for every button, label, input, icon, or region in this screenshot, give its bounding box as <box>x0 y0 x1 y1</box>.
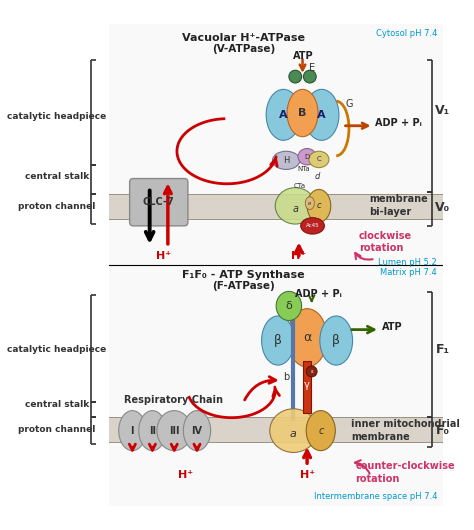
Text: A: A <box>317 110 326 120</box>
Text: F₁: F₁ <box>436 343 449 356</box>
Ellipse shape <box>270 409 317 453</box>
Text: ADP + Pᵢ: ADP + Pᵢ <box>375 118 422 128</box>
Ellipse shape <box>262 316 294 365</box>
Text: G: G <box>346 99 353 109</box>
Text: counter-clockwise
rotation: counter-clockwise rotation <box>356 461 455 484</box>
Text: II: II <box>149 426 156 436</box>
Text: Ac45: Ac45 <box>306 223 319 228</box>
Bar <box>109 265 443 506</box>
Ellipse shape <box>306 411 335 450</box>
Text: IV: IV <box>191 426 202 436</box>
Text: c: c <box>318 426 323 436</box>
Ellipse shape <box>276 292 301 321</box>
Text: ADP + Pᵢ: ADP + Pᵢ <box>295 289 341 299</box>
Text: catalytic headpiece: catalytic headpiece <box>7 345 107 354</box>
Text: e: e <box>308 201 311 206</box>
Ellipse shape <box>309 151 329 167</box>
Text: D: D <box>304 154 310 160</box>
FancyBboxPatch shape <box>129 179 188 226</box>
Text: central stalk: central stalk <box>25 400 89 409</box>
Text: ε: ε <box>310 369 313 374</box>
Ellipse shape <box>298 148 316 165</box>
Ellipse shape <box>320 316 353 365</box>
Text: CLC-7: CLC-7 <box>143 197 174 207</box>
Ellipse shape <box>287 308 327 367</box>
Text: I: I <box>131 426 134 436</box>
Bar <box>109 417 443 443</box>
Text: c: c <box>317 201 321 210</box>
Text: Respiratory Chain: Respiratory Chain <box>124 395 223 405</box>
Text: E: E <box>309 63 315 73</box>
Ellipse shape <box>307 189 331 222</box>
Text: β: β <box>332 334 340 347</box>
Text: ATP: ATP <box>382 322 402 332</box>
Ellipse shape <box>183 411 210 450</box>
Text: H⁺: H⁺ <box>300 470 315 480</box>
Text: NTa: NTa <box>297 165 310 172</box>
Text: F₁F₀ - ATP Synthase: F₁F₀ - ATP Synthase <box>182 270 305 280</box>
Text: B: B <box>298 108 307 118</box>
Text: β: β <box>274 334 282 347</box>
Text: b: b <box>283 372 289 382</box>
Text: (F-ATPase): (F-ATPase) <box>212 281 275 292</box>
Text: proton channel: proton channel <box>18 425 96 434</box>
Text: V₀: V₀ <box>436 201 450 214</box>
Text: H⁺: H⁺ <box>156 251 171 261</box>
Ellipse shape <box>287 90 318 137</box>
Ellipse shape <box>266 90 301 140</box>
Text: F₀: F₀ <box>436 424 449 437</box>
Text: (V-ATPase): (V-ATPase) <box>212 44 275 54</box>
Bar <box>109 24 443 265</box>
Text: membrane
bi-layer: membrane bi-layer <box>369 195 428 217</box>
Ellipse shape <box>303 70 316 83</box>
Text: Lumen pH 5.2: Lumen pH 5.2 <box>378 258 437 267</box>
Text: C: C <box>317 156 321 162</box>
Text: Intermembrane space pH 7.4: Intermembrane space pH 7.4 <box>314 492 437 501</box>
Text: inner mitochondrial
membrane: inner mitochondrial membrane <box>351 419 460 442</box>
Text: δ: δ <box>285 301 292 311</box>
Text: CTa: CTa <box>294 183 306 189</box>
Text: A: A <box>279 110 288 120</box>
Text: V₁: V₁ <box>436 104 450 117</box>
Ellipse shape <box>275 188 315 224</box>
Bar <box>109 194 443 219</box>
Text: central stalk: central stalk <box>25 172 89 181</box>
Ellipse shape <box>289 70 301 83</box>
Ellipse shape <box>306 366 317 377</box>
Text: a: a <box>290 429 297 439</box>
Text: Vacuolar H⁺-ATPase: Vacuolar H⁺-ATPase <box>182 33 305 43</box>
Ellipse shape <box>301 218 324 234</box>
Text: a: a <box>292 205 298 215</box>
Ellipse shape <box>305 197 314 209</box>
Text: H⁺: H⁺ <box>179 470 193 480</box>
Text: clockwise
rotation: clockwise rotation <box>359 231 412 253</box>
Ellipse shape <box>157 411 191 450</box>
Text: Matrix pH 7.4: Matrix pH 7.4 <box>381 268 437 277</box>
Ellipse shape <box>304 90 339 140</box>
Text: III: III <box>169 426 180 436</box>
Bar <box>303 360 311 413</box>
Text: α: α <box>303 331 311 344</box>
Text: d: d <box>314 172 320 181</box>
Text: γ: γ <box>304 380 310 390</box>
Text: proton channel: proton channel <box>18 202 96 211</box>
Text: H⁺: H⁺ <box>292 251 307 261</box>
Ellipse shape <box>118 411 146 450</box>
Text: H: H <box>283 156 289 165</box>
Text: ATP: ATP <box>293 51 314 61</box>
Text: catalytic headpiece: catalytic headpiece <box>7 112 107 121</box>
Ellipse shape <box>139 411 166 450</box>
Text: Cytosol pH 7.4: Cytosol pH 7.4 <box>376 29 437 38</box>
Ellipse shape <box>273 151 300 170</box>
